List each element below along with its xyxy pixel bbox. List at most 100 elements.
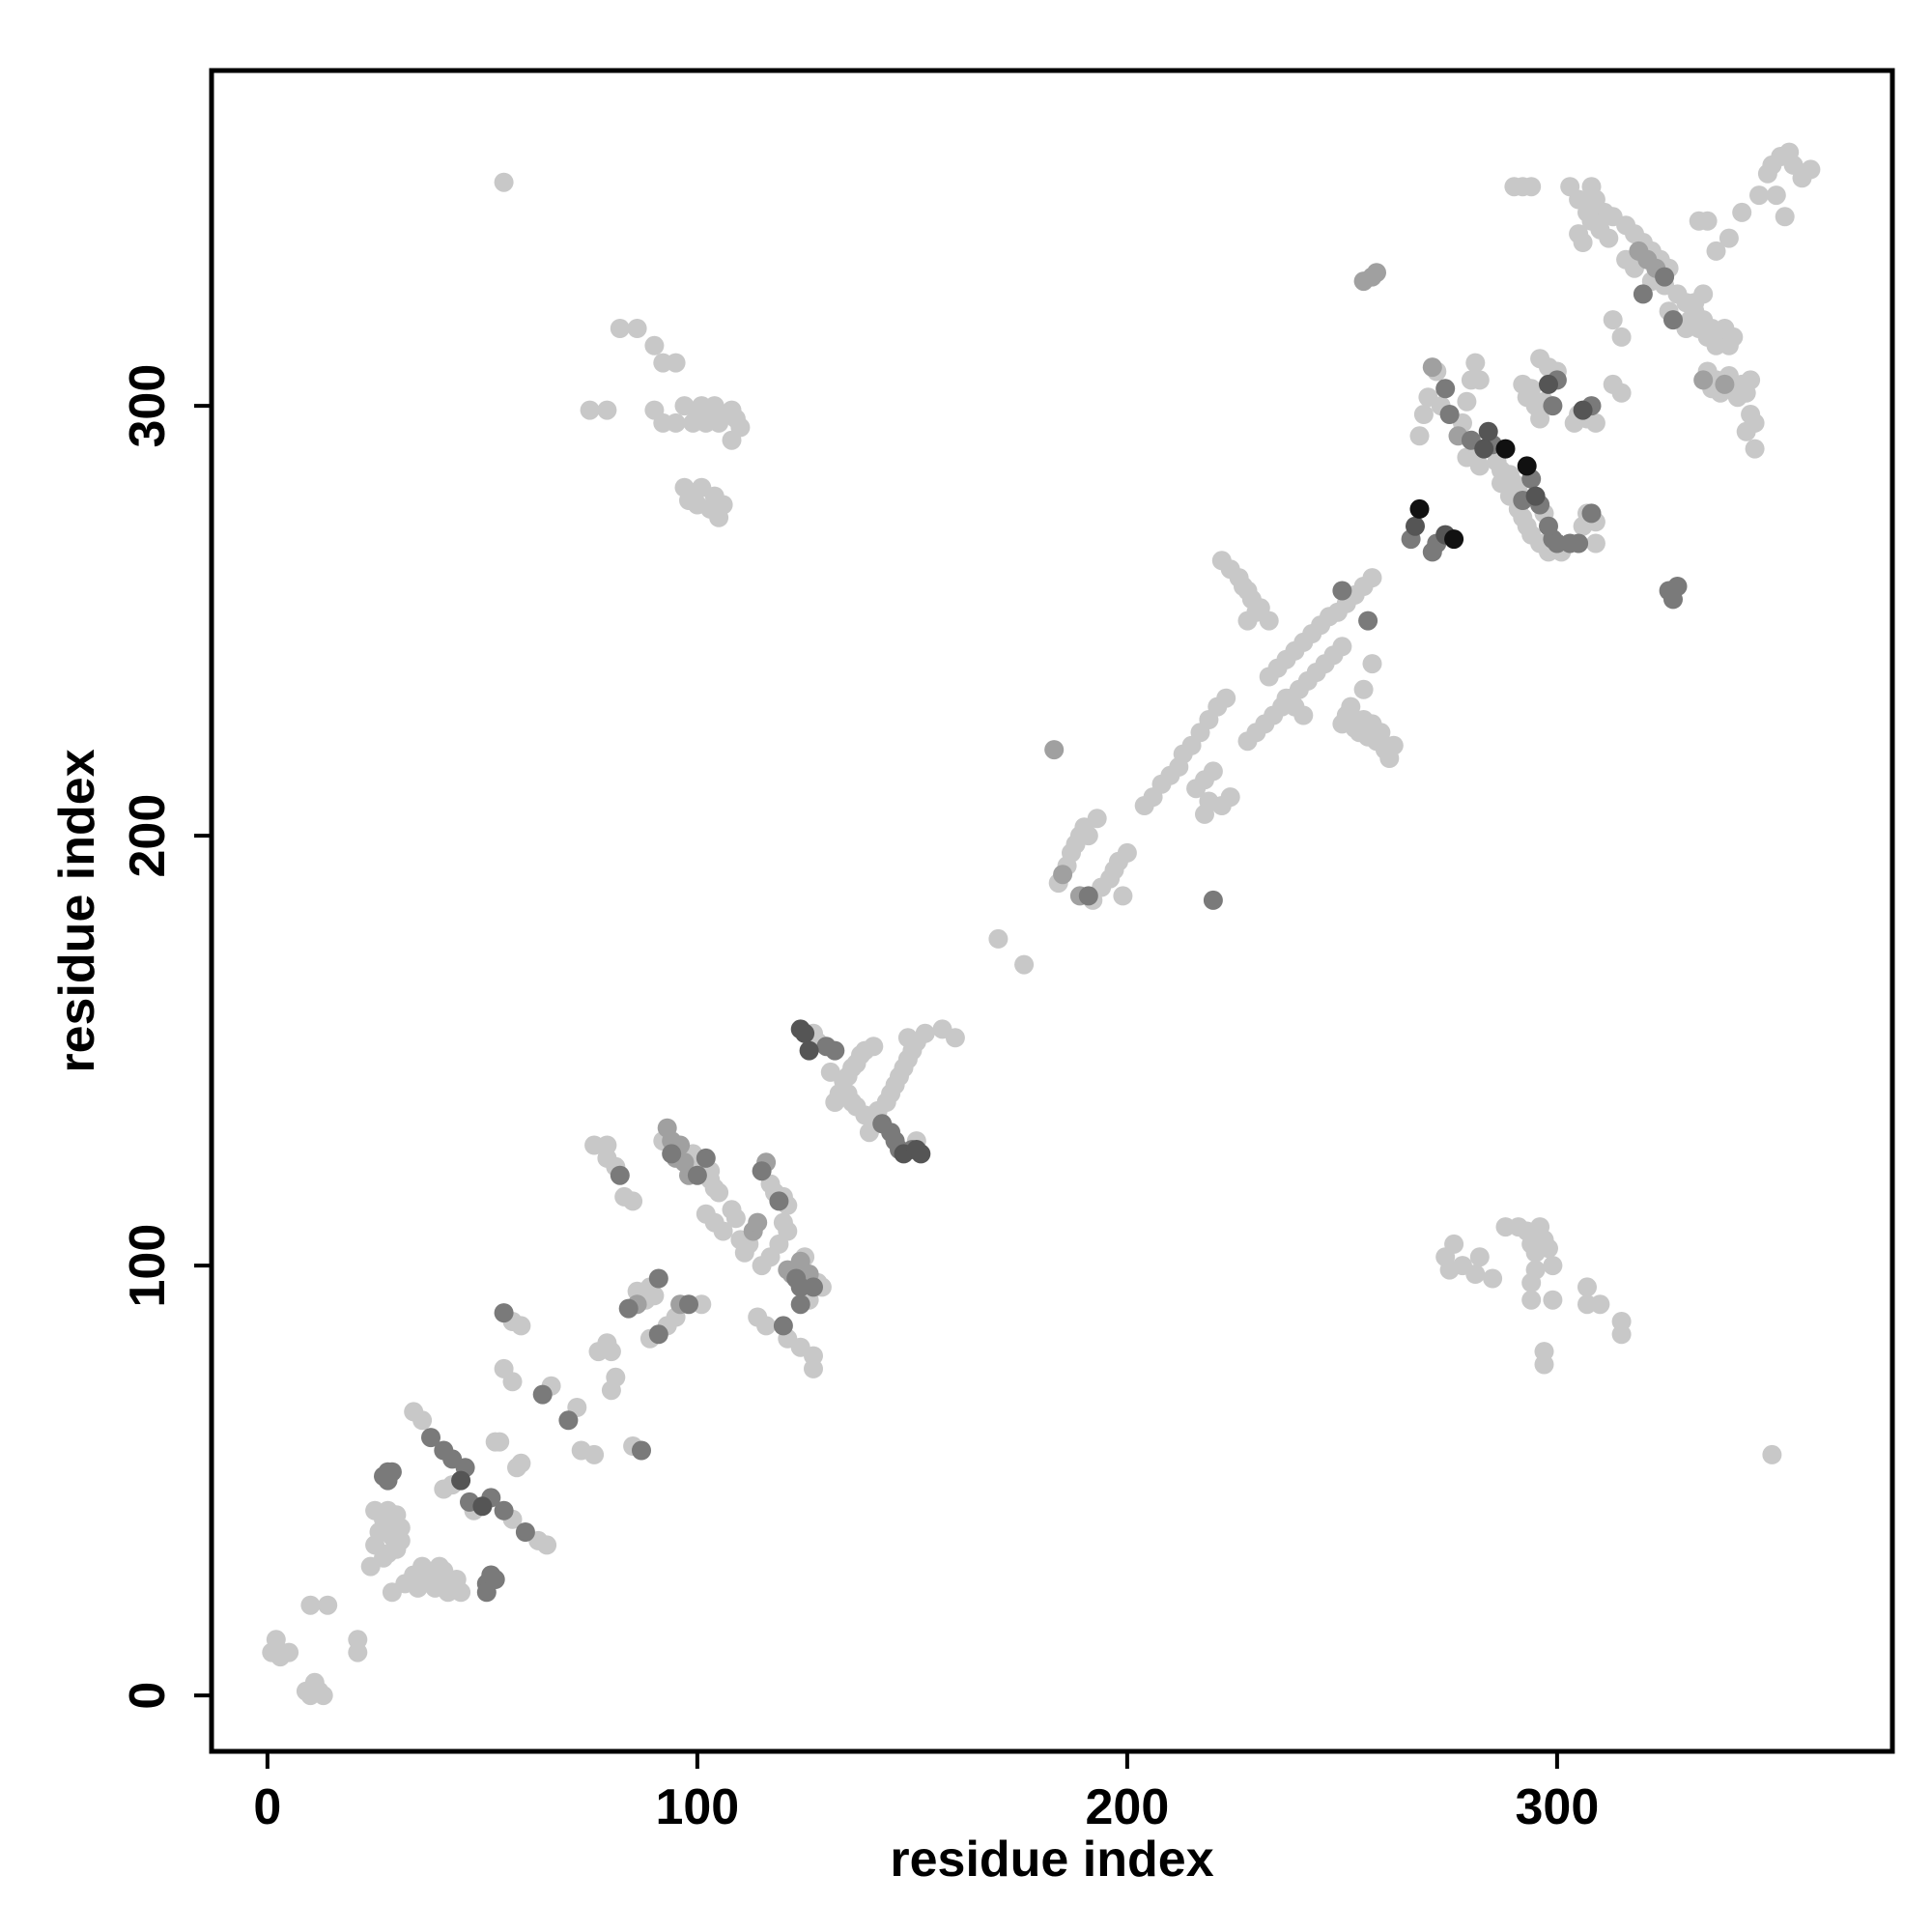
contact-point [1495, 439, 1516, 459]
contact-point [1353, 271, 1374, 292]
contact-point [1543, 1290, 1563, 1310]
contact-point [687, 1165, 707, 1185]
contact-point [1599, 228, 1619, 248]
contact-point [1220, 787, 1240, 808]
contact-point [662, 1144, 682, 1164]
contact-point [511, 1316, 531, 1336]
contact-point [1383, 735, 1404, 755]
contact-point [1469, 370, 1490, 390]
contact-point [494, 1303, 514, 1323]
contact-point [1216, 688, 1236, 708]
contact-point [1577, 1277, 1597, 1297]
contact-point [1663, 310, 1683, 330]
contact-point [897, 1028, 918, 1048]
contact-point [1530, 409, 1550, 429]
contact-point [1465, 353, 1486, 373]
contact-point [451, 1582, 471, 1603]
contact-point [1435, 379, 1456, 399]
contact-point [1517, 456, 1537, 476]
contact-point [748, 1212, 768, 1233]
contact-point [644, 335, 665, 355]
contact-point [1655, 267, 1675, 287]
y-tick-label: 100 [120, 1224, 176, 1308]
contact-point [1732, 202, 1752, 222]
contact-point [318, 1595, 338, 1615]
contact-point [412, 1410, 433, 1431]
contact-point [790, 1277, 810, 1297]
contact-point [1078, 826, 1098, 846]
contact-point [408, 1577, 428, 1598]
contact-point [1723, 327, 1744, 347]
contact-point [713, 1221, 733, 1241]
contact-point [1483, 1268, 1503, 1289]
contact-point [911, 1144, 931, 1164]
contact-point [494, 1500, 514, 1520]
contact-point [1469, 1247, 1490, 1267]
contact-point [1341, 696, 1361, 717]
contact-point [606, 1367, 626, 1387]
contact-point [610, 1165, 630, 1185]
contact-point [1117, 842, 1137, 863]
contact-point [1413, 405, 1434, 424]
contact-point [696, 1148, 716, 1168]
contact-point [1766, 185, 1786, 206]
contact-point [1362, 568, 1382, 588]
contact-point [511, 1453, 531, 1473]
contact-point [1611, 383, 1632, 403]
contact-point [1585, 533, 1605, 554]
contact-point [1439, 1260, 1460, 1280]
contact-point [597, 400, 617, 420]
contact-point [1469, 456, 1490, 476]
contact-point [494, 172, 514, 192]
contact-point [988, 928, 1009, 949]
x-axis: 0 100 200 300 [253, 1751, 1599, 1835]
y-tick-label: 0 [120, 1682, 176, 1710]
contact-point [1078, 886, 1098, 906]
contact-point [1693, 284, 1714, 304]
contact-point [1358, 611, 1378, 631]
contact-point [790, 1294, 810, 1315]
contact-point [1444, 529, 1464, 550]
contact-point [374, 1548, 393, 1568]
contact-point [1543, 396, 1563, 416]
contact-point [1581, 503, 1602, 524]
contact-point [1736, 421, 1756, 441]
contact-point [1521, 379, 1542, 399]
y-tick-label: 300 [120, 364, 176, 448]
contact-point [472, 1496, 493, 1517]
contact-point [1715, 374, 1735, 394]
contact-point [1053, 865, 1073, 885]
contact-point [1521, 1272, 1542, 1293]
contact-point [1693, 370, 1714, 390]
contact-point [1525, 486, 1546, 506]
contact-point [1474, 439, 1494, 459]
contact-point [601, 1342, 621, 1362]
contact-point [1353, 679, 1374, 699]
contact-point [1633, 284, 1653, 304]
contact-point [1749, 185, 1769, 206]
contact-point [1203, 761, 1223, 781]
contact-point [648, 1324, 668, 1345]
x-tick-label: 0 [253, 1779, 281, 1835]
contact-point [1044, 740, 1065, 760]
contact-point [1293, 705, 1314, 725]
x-tick-label: 200 [1085, 1779, 1169, 1835]
contact-point [804, 1358, 823, 1378]
contact-point [490, 1432, 510, 1452]
contact-point [300, 1595, 321, 1615]
contact-point [618, 1298, 639, 1319]
contact-point [1457, 391, 1477, 412]
contact-point [679, 491, 698, 510]
x-axis-title: residue index [890, 1832, 1213, 1888]
contact-point [1087, 809, 1107, 829]
contact-point [1195, 804, 1214, 824]
contact-point [1237, 611, 1258, 631]
contact-point [752, 1161, 772, 1181]
x-tick-label: 300 [1516, 1779, 1600, 1835]
contact-point [1590, 1294, 1610, 1315]
contact-point [1543, 1256, 1563, 1276]
contact-point [825, 1040, 845, 1061]
contact-point [632, 1440, 651, 1461]
contact-point [610, 319, 630, 338]
